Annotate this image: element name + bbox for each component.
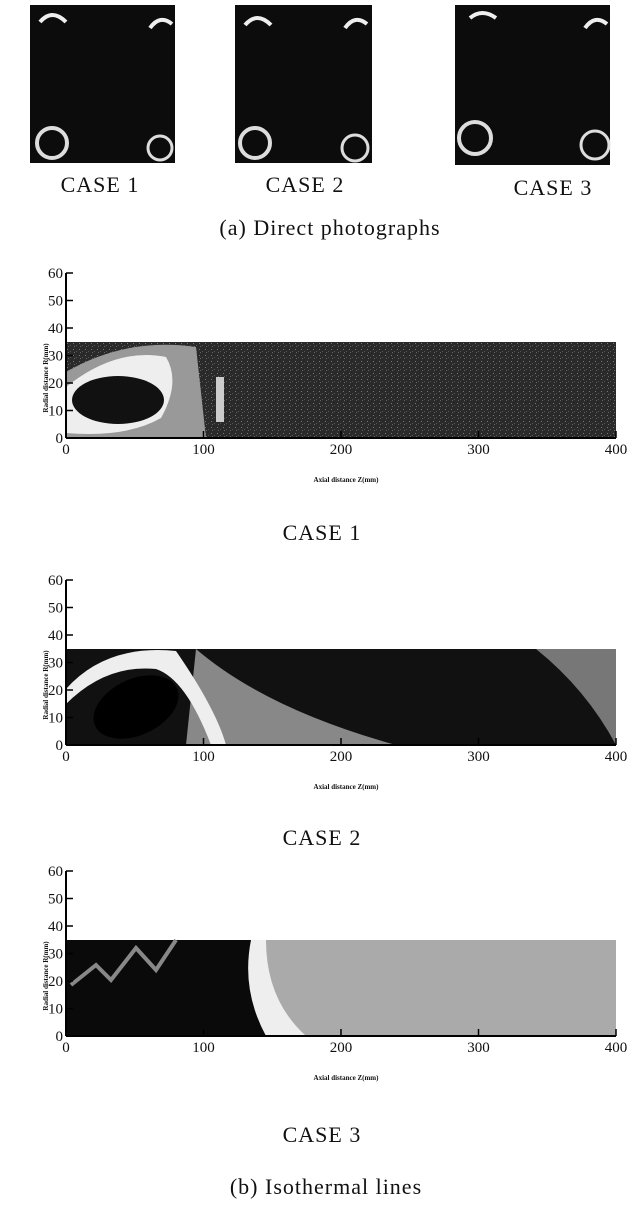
contour-region <box>66 650 226 745</box>
y-tick-label: 50 <box>48 892 63 908</box>
photo-label: CASE 2 <box>266 172 345 197</box>
x-axis-label: Axial distance Z(mm) <box>314 1074 380 1082</box>
x-tick-label: 100 <box>192 749 215 765</box>
y-tick-label: 40 <box>48 919 63 935</box>
x-tick-label: 400 <box>605 442 628 458</box>
x-tick-label: 200 <box>330 749 353 765</box>
x-tick-label: 0 <box>62 442 70 458</box>
contour-region <box>93 675 179 739</box>
photo-label: CASE 3 <box>514 175 593 200</box>
contour-region <box>69 938 178 987</box>
x-tick-label: 300 <box>467 442 490 458</box>
y-tick-label: 40 <box>48 321 63 337</box>
y-tick-label: 20 <box>48 683 63 699</box>
y-axis-label: Radial distance R(mm) <box>42 343 50 413</box>
y-tick-label: 0 <box>56 738 64 754</box>
y-tick-label: 40 <box>48 628 63 644</box>
photo <box>30 5 175 163</box>
y-tick-label: 0 <box>56 431 64 447</box>
contour-plot: 0 10 20 30 40 50 60 0 100 200 300 400 Axial distance… <box>42 573 627 850</box>
y-tick-label: 30 <box>48 656 63 672</box>
case-label: CASE 1 <box>283 520 362 545</box>
y-tick-label: 30 <box>48 947 63 963</box>
y-tick-label: 10 <box>48 404 63 420</box>
x-tick-label: 300 <box>467 1040 490 1056</box>
y-tick-label: 20 <box>48 376 63 392</box>
x-axis-label: Axial distance Z(mm) <box>314 476 380 484</box>
contour-plot: 0 10 20 30 40 50 60 0 100 200 300 400 Axial distance… <box>42 864 627 1147</box>
contour-region <box>72 376 164 424</box>
contour-plot: 0 10 20 30 40 50 60 0 100 200 300 400 Axial distance… <box>42 266 627 545</box>
x-tick-label: 0 <box>62 1040 70 1056</box>
y-tick-label: 10 <box>48 711 63 727</box>
x-tick-label: 200 <box>330 1040 353 1056</box>
y-tick-label: 10 <box>48 1002 63 1018</box>
y-tick-label: 60 <box>48 864 63 880</box>
case-label: CASE 3 <box>283 1122 362 1147</box>
contour-region <box>536 649 616 745</box>
y-tick-label: 20 <box>48 974 63 990</box>
y-tick-label: 60 <box>48 266 63 282</box>
photo <box>235 5 372 163</box>
x-tick-label: 0 <box>62 749 70 765</box>
y-tick-label: 30 <box>48 349 63 365</box>
contour-region <box>216 377 224 422</box>
y-tick-label: 60 <box>48 573 63 589</box>
contour-region <box>66 940 266 1036</box>
photo-label: CASE 1 <box>61 172 140 197</box>
y-axis-label: Radial distance R(mm) <box>42 650 50 720</box>
x-tick-label: 400 <box>605 749 628 765</box>
case-label: CASE 2 <box>283 825 362 850</box>
y-tick-label: 0 <box>56 1029 64 1045</box>
caption: (b) Isothermal lines <box>230 1174 422 1199</box>
caption: (a) Direct photographs <box>219 215 440 240</box>
contour-region <box>186 649 396 745</box>
y-axis-label: Radial distance R(mm) <box>42 941 50 1011</box>
x-tick-label: 400 <box>605 1040 628 1056</box>
x-tick-label: 300 <box>467 749 490 765</box>
y-tick-label: 50 <box>48 294 63 310</box>
photo <box>455 5 611 165</box>
x-tick-label: 100 <box>192 442 215 458</box>
x-axis-label: Axial distance Z(mm) <box>314 783 380 791</box>
y-tick-label: 50 <box>48 601 63 617</box>
x-tick-label: 200 <box>330 442 353 458</box>
x-tick-label: 100 <box>192 1040 215 1056</box>
